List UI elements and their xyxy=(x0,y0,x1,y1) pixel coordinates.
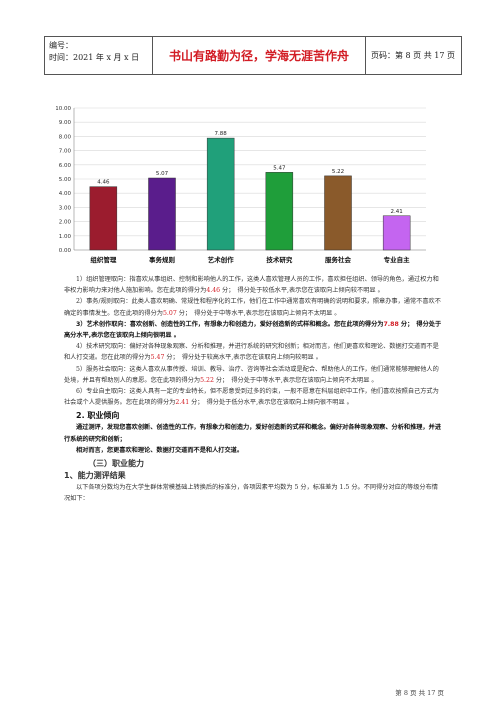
text: 2）事务/规则取向：此类人喜欢明确、常规性和程序化的工作，他们在工作中通常喜欢有… xyxy=(64,298,441,317)
orientation-bar-chart: 0.00 1.00 2.00 3.00 4.00 5.00 6.00 7.00 8.00 9.00… xyxy=(56,106,426,264)
y-tick-label: 3.00 xyxy=(59,205,72,211)
page-footer: 第 8 页 共 17 页 xyxy=(395,689,444,697)
paragraph-4: 4）技术研究取向：偏好对各种现象观察、分析和推理，并进行系统的研究和创新；相对而… xyxy=(64,341,444,363)
text: 分； 得分处于低分水平,表示您在该取向上倾向很不明显 。 xyxy=(189,399,353,407)
data-label: 5.07 xyxy=(156,171,169,177)
text: 分； 得分处于高分水平,表示您在该取向上倾向很明显 。 xyxy=(64,320,442,340)
x-tick-label: 专业自主 xyxy=(384,255,411,264)
text: 分； 得分处于中等水平,表示您在该取向上倾向不太明显 。 xyxy=(176,309,341,317)
code-label: 编号： xyxy=(49,41,73,50)
score-6: 2.41 xyxy=(175,399,190,407)
paragraph-6: 6）专业自主取向：这类人具有一定的专业特长，但不愿意受到过多的约束，一般不愿意在… xyxy=(64,386,444,408)
y-tick-label: 9.00 xyxy=(59,120,72,126)
bar xyxy=(382,215,411,251)
page-header: 编号： 时间：2021 年 x 月 x 日 书山有路勤为径，学海无涯苦作舟 页码… xyxy=(44,36,462,75)
header-page-label: 页码：第 8 页 共 17 页 xyxy=(371,51,455,60)
data-label: 7.88 xyxy=(215,131,228,137)
bar xyxy=(148,177,176,251)
x-tick-label: 组织管理 xyxy=(90,255,117,264)
paragraph-1: 1）组织管理取向：指喜欢从事组织、控制和影响他人的工作，这类人喜欢管理人员的工作… xyxy=(64,274,444,296)
y-tick-label: 1.00 xyxy=(59,234,72,240)
career-paragraph-1: 通过测评，发现您喜欢创新、创造性的工作，有想象力和创造力，爱好创造新的式样和概念… xyxy=(64,424,442,443)
bar xyxy=(324,175,352,251)
ability-heading: （三）职业能力 xyxy=(88,459,144,469)
report-body: 1）组织管理取向：指喜欢从事组织、控制和影响他人的工作，这类人喜欢管理人员的工作… xyxy=(64,274,444,504)
score-1: 4.46 xyxy=(206,287,221,295)
career-heading: 2. 职业倾向 xyxy=(76,411,120,421)
y-tick-label: 2.00 xyxy=(59,220,72,226)
ability-description: 以下各项分数均为在大学生群体常模基础上转换后的标准分，各项因素平均数为 5 分，… xyxy=(64,484,438,503)
x-tick-label: 服务社会 xyxy=(325,255,352,264)
ability-result-heading: 1、能力测评结果 xyxy=(64,471,126,481)
x-tick-label: 艺术创作 xyxy=(208,255,235,264)
data-label: 5.22 xyxy=(332,169,344,175)
y-tick-label: 4.00 xyxy=(59,191,72,197)
text: 5）服务社会取向：这类人喜欢从事传授、培训、教导、治疗、咨询等社会活动或是配合、… xyxy=(64,365,439,384)
text: 4）技术研究取向：偏好对各种现象观察、分析和推理，并进行系统的研究和创新；相对而… xyxy=(64,343,439,362)
text: 3）艺术创作取向：喜欢创新、创造性的工作，有想象力和创造力，爱好创造新的式样和概… xyxy=(76,320,384,328)
paragraph-2: 2）事务/规则取向：此类人喜欢明确、常规性和程序化的工作，他们在工作中通常喜欢有… xyxy=(64,296,444,318)
header-meta: 编号： 时间：2021 年 x 月 x 日 xyxy=(45,37,153,74)
bar xyxy=(265,172,294,251)
data-label: 2.41 xyxy=(391,209,403,215)
y-tick-label: 5.00 xyxy=(59,177,72,183)
data-label: 5.47 xyxy=(273,165,286,171)
text: 分； 得分处于较低水平,表示您在该取向上倾向较不明显 。 xyxy=(220,287,384,295)
data-label: 4.46 xyxy=(97,180,110,186)
y-tick-label: 7.00 xyxy=(59,149,72,155)
score-5: 5.22 xyxy=(200,376,214,384)
paragraph-5: 5）服务社会取向：这类人喜欢从事传授、培训、教导、治疗、咨询等社会活动或是配合、… xyxy=(64,364,444,386)
score-2: 5.07 xyxy=(163,309,177,317)
text: 1）组织管理取向：指喜欢从事组织、控制和影响他人的工作，这类人喜欢管理人员的工作… xyxy=(64,276,439,295)
x-tick-label: 事务规则 xyxy=(149,255,176,264)
y-tick-label: 8.00 xyxy=(59,134,72,140)
score-3: 7.88 xyxy=(383,320,399,328)
text: 分； 得分处于较高水平,表示您在该取向上倾向较明显 。 xyxy=(164,354,322,362)
bar xyxy=(206,137,235,251)
time-label: 时间：2021 年 x 月 x 日 xyxy=(49,53,140,62)
y-tick-label: 6.00 xyxy=(59,163,72,169)
text: 分； 得分处于中等水平,表示您在该取向上倾向不太明显 。 xyxy=(213,376,378,384)
x-tick-label: 技术研究 xyxy=(266,255,293,264)
bar xyxy=(89,186,118,251)
career-paragraph-2: 相对而言，您更喜欢和理论、数据打交道而不是和人打交道。 xyxy=(76,446,244,454)
y-tick-label: 10.00 xyxy=(56,106,71,112)
text: 6）专业自主取向：这类人具有一定的专业特长，但不愿意受到过多的约束，一般不愿意在… xyxy=(64,388,439,407)
paragraph-3: 3）艺术创作取向：喜欢创新、创造性的工作，有想象力和创造力，爱好创造新的式样和概… xyxy=(64,319,444,341)
score-4: 5.47 xyxy=(150,354,165,362)
motto: 书山有路勤为径，学海无涯苦作舟 xyxy=(153,37,366,74)
y-tick-label: 0.00 xyxy=(59,248,72,254)
